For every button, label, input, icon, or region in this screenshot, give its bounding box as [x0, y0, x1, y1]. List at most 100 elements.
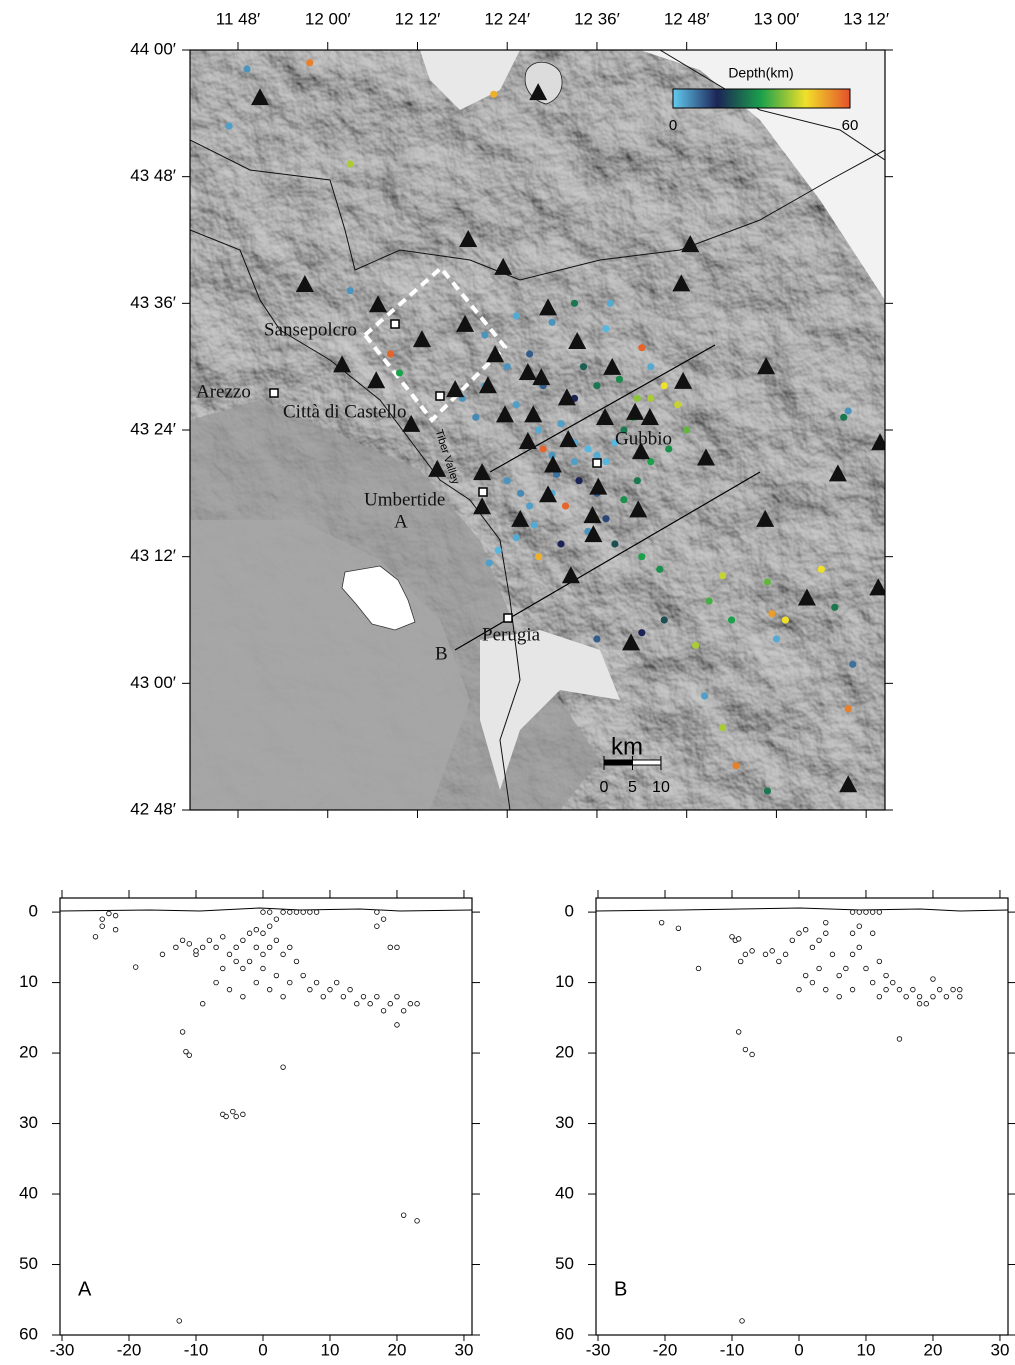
hypocenter [199, 944, 206, 951]
earthquake [584, 445, 592, 453]
station [596, 407, 615, 425]
earthquake [647, 394, 655, 402]
hypocenter [394, 993, 400, 1000]
profile-label: A [394, 511, 408, 532]
hypocenter [776, 958, 782, 965]
x-tick-label: 0 [258, 1340, 267, 1359]
hypocenter [112, 912, 119, 919]
place-label: Arezzo [196, 381, 251, 402]
hypocenter [133, 964, 139, 970]
hypocenter [387, 944, 393, 951]
hypocenter [876, 909, 883, 915]
hypocenter [957, 993, 963, 1000]
earthquake [570, 458, 579, 466]
earthquake [718, 572, 727, 580]
hypocenter [266, 944, 273, 951]
y-tick-label: 30 [19, 1113, 38, 1132]
earthquake [701, 692, 709, 700]
earthquake [517, 489, 525, 497]
earthquake [660, 382, 668, 390]
hypocenter [287, 909, 293, 915]
hypocenter [273, 972, 280, 979]
station [871, 433, 885, 451]
station [696, 448, 715, 466]
hypocenter [957, 986, 963, 993]
hypocenter [226, 986, 233, 993]
station [524, 405, 543, 423]
earthquake [674, 401, 682, 409]
x-tick-label: 30 [455, 1340, 474, 1359]
hypocenter [890, 979, 896, 986]
hypocenter [869, 930, 876, 936]
earthquake [647, 363, 655, 371]
hypocenter [394, 1022, 400, 1028]
earthquake [306, 59, 314, 67]
hypocenter [910, 986, 916, 993]
earthquake [481, 331, 489, 339]
earthquake [548, 451, 556, 459]
hypocenter [823, 986, 829, 993]
y-tick-label: 43 48′ [130, 166, 176, 185]
hypocenter [246, 958, 253, 965]
hypocenter [816, 937, 822, 943]
station [681, 235, 700, 253]
earthquake [539, 445, 547, 453]
hypocenter [374, 993, 380, 1000]
hypocenter [240, 937, 246, 943]
hypocenter [823, 919, 829, 926]
station [622, 633, 641, 651]
hypocenter [802, 972, 809, 979]
hypocenter [246, 930, 253, 936]
hypocenter [762, 951, 769, 958]
y-tick-label: 42 48′ [130, 799, 176, 818]
hypocenter [802, 927, 809, 933]
x-tick-label: -10 [720, 1340, 745, 1359]
hypocenter [226, 951, 233, 958]
hypocenter [260, 965, 266, 972]
station [869, 578, 885, 596]
earthquake [620, 426, 628, 434]
hypocenter [333, 979, 340, 986]
station [511, 509, 530, 527]
earthquake [849, 660, 857, 668]
hypocenter [176, 1318, 182, 1324]
hypocenter [869, 909, 876, 915]
earthquake [512, 534, 520, 542]
earthquake [817, 565, 825, 573]
y-tick-label: 60 [555, 1324, 574, 1343]
station [368, 295, 387, 313]
hypocenter [199, 1001, 206, 1007]
earthquake [611, 439, 619, 447]
hypocenter [856, 909, 862, 915]
hypocenter [233, 944, 239, 951]
hypocenter [327, 986, 333, 993]
hypocenter [400, 1008, 407, 1014]
x-tick-label: 12 00′ [305, 9, 351, 28]
x-tick-label: 20 [924, 1340, 943, 1359]
x-tick-label: 0 [794, 1340, 803, 1359]
earthquake [530, 521, 538, 529]
earthquake [593, 451, 601, 459]
earthquake [512, 401, 520, 409]
hypocenter [354, 1001, 360, 1007]
station [543, 455, 562, 473]
hypocenter [923, 1001, 929, 1007]
hypocenter [340, 993, 347, 1000]
y-tick-label: 43 24′ [130, 419, 176, 438]
hypocenter [253, 979, 259, 986]
earthquake [225, 122, 233, 130]
hypocenter [883, 972, 889, 979]
hypocenter [789, 937, 795, 943]
hypocenter [99, 923, 105, 929]
scale-bar-label: km [611, 733, 643, 760]
hypocenter [300, 972, 306, 979]
earthquake [503, 363, 511, 371]
station [295, 274, 314, 292]
station [402, 414, 421, 432]
station [583, 506, 602, 524]
earthquake [615, 375, 623, 383]
station [568, 331, 587, 349]
hypocenter [367, 1001, 373, 1007]
hypocenter [280, 1064, 286, 1070]
x-tick-label: -30 [586, 1340, 611, 1359]
